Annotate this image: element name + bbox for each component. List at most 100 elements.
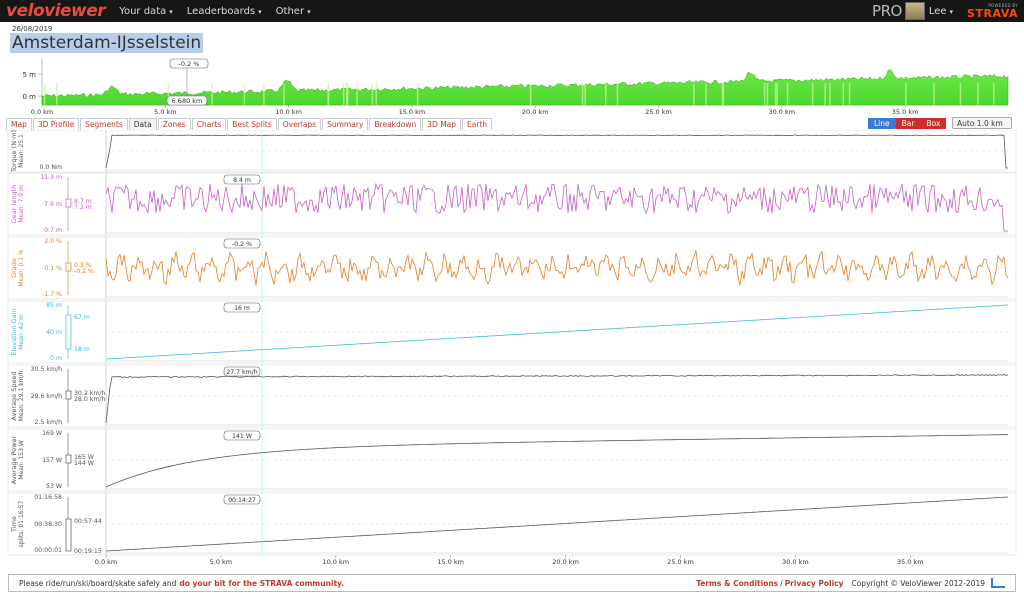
main-xtick: 0.0 km [95, 558, 118, 566]
profile-hover-distance: 6.680 km [172, 97, 203, 105]
main-xtick: 30.0 km [782, 558, 809, 566]
panel-ylabel: Average Power [10, 435, 18, 484]
profile-xtick: 20.0 km [522, 108, 549, 116]
elevation-profile[interactable]: 5 m 0 m -0.2 % 6.680 km 0.0 km 5.0 km 10.0… [0, 58, 1024, 118]
panel-series-line [105, 304, 1009, 360]
panel-ylabel: Elevation Gain [10, 308, 18, 355]
data-panel[interactable]: Gear length Mean: 7.9 m 11.3 m 7.9 m 0.7 m 8.… [7, 172, 1017, 236]
bar-mode-button[interactable]: Bar [895, 118, 921, 129]
panel-ytick: 0.0 Nm [40, 164, 62, 171]
activity-title: Amsterdam-IJsselstein [10, 33, 204, 53]
main-x-axis: 0.0 km 5.0 km 10.0 km 15.0 km 20.0 km 25.0 km… [95, 555, 924, 566]
main-xtick: 35.0 km [897, 558, 924, 566]
tab-zones[interactable]: Zones [157, 118, 191, 131]
tab-charts[interactable]: Charts [191, 118, 227, 131]
panel-ytick: 00:57:44 [74, 518, 102, 525]
tab-overlaps[interactable]: Overlaps [277, 118, 322, 131]
pro-badge: PRO [872, 2, 902, 20]
panel-ytick: 0.7 m [44, 227, 62, 234]
panel-series-line [105, 434, 1009, 488]
panel-ytick: 00:38:30 [34, 521, 62, 528]
profile-xtick: 5.0 km [154, 108, 177, 116]
panel-ytick: 30.5 km/h [31, 366, 62, 373]
chevron-down-icon: ▾ [169, 7, 173, 16]
profile-xtick: 0.0 km [31, 108, 54, 116]
data-panel[interactable]: Elevation Gain Mean: 42 m 85 m 40 m 0 m 67 m 1… [7, 300, 1017, 364]
footer: Please ride/run/ski/board/skate safely a… [8, 574, 1016, 592]
copyright: Copyright © VeloViewer 2012-2019 [851, 578, 985, 588]
panel-hover-value: 8.4 m [233, 177, 251, 184]
strava-community-link[interactable]: do your bit for the STRAVA community. [179, 578, 345, 588]
data-panel[interactable]: Average Speed Mean: 29.1 km/h 30.5 km/h 29.… [7, 364, 1017, 428]
panel-hover-value: 00:14:27 [228, 497, 256, 504]
panel-mean: Mean: 7.9 m [18, 185, 25, 223]
data-panel[interactable]: Grade Mean: 0.1 %2.0 %0.1 %-1.7 %0.3 %-0.… [7, 236, 1017, 300]
chevron-down-icon: ▾ [258, 7, 262, 16]
profile-xtick: 10.0 km [275, 108, 302, 116]
data-panel[interactable]: Torque (N·m) Mean: 25.1 0.0 Nm [7, 130, 1017, 173]
tab-segments[interactable]: Segments [80, 118, 128, 131]
profile-highlights [43, 83, 995, 105]
footer-right: Terms & Conditions / Privacy Policy Copy… [696, 578, 1005, 588]
line-mode-button[interactable]: Line [868, 118, 896, 129]
data-panel[interactable]: Time splits: 01:16:57 01:16:58 00:38:30 00:0… [7, 492, 1017, 556]
user-menu[interactable]: Lee ▾ [928, 5, 954, 17]
main-xtick: 5.0 km [210, 558, 233, 566]
chart-icon[interactable] [991, 578, 1005, 588]
box-mode-button[interactable]: Box [920, 118, 947, 129]
avatar-icon[interactable] [904, 2, 925, 20]
nav-other[interactable]: Other ▾ [275, 5, 311, 17]
panel-ytick: 29.6 km/h [31, 393, 62, 400]
profile-xtick: 25.0 km [645, 108, 672, 116]
panel-ylabel: Torque (N·m) [10, 130, 18, 173]
tab-map[interactable]: Map [6, 118, 32, 131]
panel-ytick: -1.7 % [42, 291, 62, 298]
nav-your-data[interactable]: Your data ▾ [119, 5, 173, 17]
chart-mode-buttons: Line Bar Box [868, 118, 947, 129]
panel-mean: Mean: 0.1 % [18, 249, 25, 287]
profile-x-axis: 0.0 km 5.0 km 10.0 km 15.0 km 20.0 km 25.0 km… [31, 105, 919, 116]
panel-ytick: 85 m [46, 302, 62, 309]
panel-series-line [105, 496, 1009, 552]
interval-select[interactable]: Auto 1.0 km ⇕ [952, 117, 1012, 137]
panel-ytick: 7.2 m [74, 204, 92, 211]
panel-ytick: 2.0 % [44, 238, 62, 245]
veloviewer-logo[interactable]: veloviewer [6, 1, 106, 21]
nav-right: PRO Lee ▾ POWERED BY STRAVA [872, 0, 1018, 22]
profile-ytick-0: 0 m [23, 93, 37, 101]
panel-series-line [105, 134, 1008, 169]
panel-ytick: 00:00:01 [34, 547, 62, 554]
privacy-link[interactable]: Privacy Policy [784, 578, 844, 588]
panel-ytick: 165 W [74, 454, 94, 461]
tab-summary[interactable]: Summary [322, 118, 369, 131]
profile-xtick: 15.0 km [399, 108, 426, 116]
top-navbar: veloviewer Your data ▾ Leaderboards ▾ Othe… [0, 0, 1024, 22]
tab-best-splits[interactable]: Best Splits [227, 118, 277, 131]
tab-3d-profile[interactable]: 3D Profile [32, 118, 80, 131]
data-panel[interactable]: Average Power Mean: 153 W 169 W 157 W 53 W 16… [7, 428, 1017, 492]
nav-leaderboards[interactable]: Leaderboards ▾ [186, 5, 262, 17]
tab-data[interactable]: Data [128, 118, 157, 131]
footer-text: Please ride/run/ski/board/skate safely a… [19, 578, 177, 588]
panel-ytick: 0 m [50, 355, 62, 362]
profile-xtick: 35.0 km [892, 108, 919, 116]
panel-ylabel: Grade [10, 258, 18, 278]
profile-xtick: 30.0 km [768, 108, 795, 116]
tab-breakdown[interactable]: Breakdown [369, 118, 422, 131]
panel-mean: Mean: 25.1 [18, 134, 25, 168]
tab-3d-map[interactable]: 3D Map [422, 118, 462, 131]
profile-hover-value: -0.2 % [179, 60, 200, 68]
terms-link[interactable]: Terms & Conditions [696, 578, 779, 588]
panel-ylabel: Average Speed [10, 371, 18, 420]
panel-mean: Mean: 153 W [18, 440, 25, 480]
panel-hover-value: 27.7 km/h [226, 369, 257, 376]
panel-ylabel: Gear length [10, 185, 18, 223]
panel-ytick: 0.3 % [74, 262, 92, 269]
chevron-down-icon: ▾ [307, 7, 311, 16]
panel-ytick: 01:16:58 [34, 494, 62, 501]
panel-ytick: 11.3 m [40, 174, 62, 181]
tab-earth[interactable]: Earth [462, 118, 493, 131]
panel-ytick: 00:19:15 [74, 548, 102, 555]
panel-ytick: 169 W [42, 430, 62, 437]
